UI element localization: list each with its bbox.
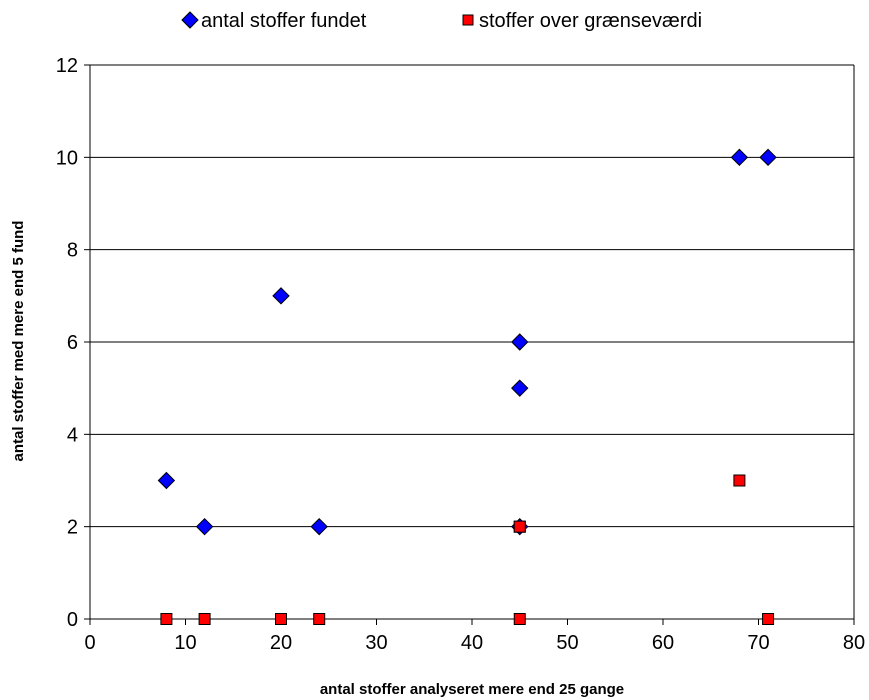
x-tick-label: 70 <box>747 632 769 654</box>
gridlines <box>90 64 854 528</box>
legend-label-series-2: stoffer over grænseværdi <box>479 10 702 32</box>
data-point-square <box>733 474 746 487</box>
series-antal-stoffer-fundet <box>157 148 777 536</box>
x-tick-label: 50 <box>556 632 578 654</box>
data-point-diamond <box>511 333 529 351</box>
x-tick-label: 60 <box>652 632 674 654</box>
data-point-square <box>275 613 287 625</box>
data-point-square <box>513 613 526 625</box>
y-axis-ticks: 0 2 4 6 8 10 12 <box>56 55 90 631</box>
data-point-diamond <box>195 517 214 536</box>
x-tick-label: 40 <box>461 632 483 654</box>
data-point-square <box>198 613 211 625</box>
x-tick-label: 0 <box>84 632 95 654</box>
data-point-diamond <box>730 148 749 167</box>
legend-label-series-1: antal stoffer fundet <box>201 10 367 32</box>
y-tick-label: 8 <box>67 240 78 262</box>
y-tick-label: 2 <box>67 517 78 539</box>
legend-diamond-marker <box>181 11 199 29</box>
legend: antal stoffer fundet stoffer over grænse… <box>181 10 702 32</box>
data-point-diamond <box>272 287 290 305</box>
x-tick-label: 20 <box>270 632 292 654</box>
x-axis-title: antal stoffer analyseret mere end 25 gan… <box>320 681 624 698</box>
data-point-square <box>762 613 775 625</box>
data-point-diamond <box>310 517 328 536</box>
y-tick-label: 0 <box>67 609 78 631</box>
x-tick-label: 10 <box>174 632 196 654</box>
data-point-square <box>313 613 326 625</box>
data-point-diamond <box>511 379 529 397</box>
y-tick-label: 10 <box>56 147 78 169</box>
data-point-square <box>160 613 173 625</box>
y-axis-title: antal stoffer med mere end 5 fund <box>10 221 27 462</box>
data-point-square-overlap <box>513 520 526 533</box>
y-tick-label: 4 <box>67 424 78 446</box>
y-tick-label: 6 <box>67 332 78 354</box>
x-axis-ticks: 0 10 20 30 40 50 60 70 80 <box>84 619 865 654</box>
x-tick-label: 30 <box>365 632 387 654</box>
y-tick-label: 12 <box>56 55 78 77</box>
x-tick-label: 80 <box>843 632 865 654</box>
legend-square-marker <box>462 14 474 26</box>
data-point-diamond <box>759 148 777 167</box>
data-point-diamond <box>157 471 176 490</box>
